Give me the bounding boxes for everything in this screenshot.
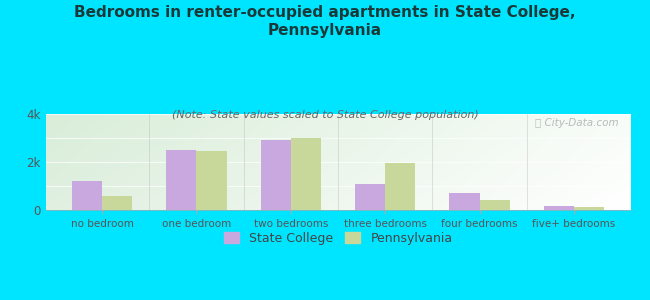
Bar (355, 184, 385, 210)
Bar (480, 200, 510, 210)
Bar (261, 140, 291, 210)
Bar (72, 181, 102, 210)
Bar (102, 196, 133, 210)
Bar (574, 206, 604, 210)
Bar (449, 193, 480, 210)
Text: ⓘ City-Data.com: ⓘ City-Data.com (535, 118, 619, 128)
Text: Bedrooms in renter-occupied apartments in State College,
Pennsylvania: Bedrooms in renter-occupied apartments i… (74, 4, 576, 38)
Bar (291, 138, 321, 210)
Bar (166, 150, 196, 210)
Bar (196, 151, 227, 210)
Text: (Note: State values scaled to State College population): (Note: State values scaled to State Coll… (172, 110, 478, 119)
Legend: State College, Pennsylvania: State College, Pennsylvania (218, 227, 458, 250)
Bar (385, 163, 415, 210)
Bar (543, 206, 574, 210)
